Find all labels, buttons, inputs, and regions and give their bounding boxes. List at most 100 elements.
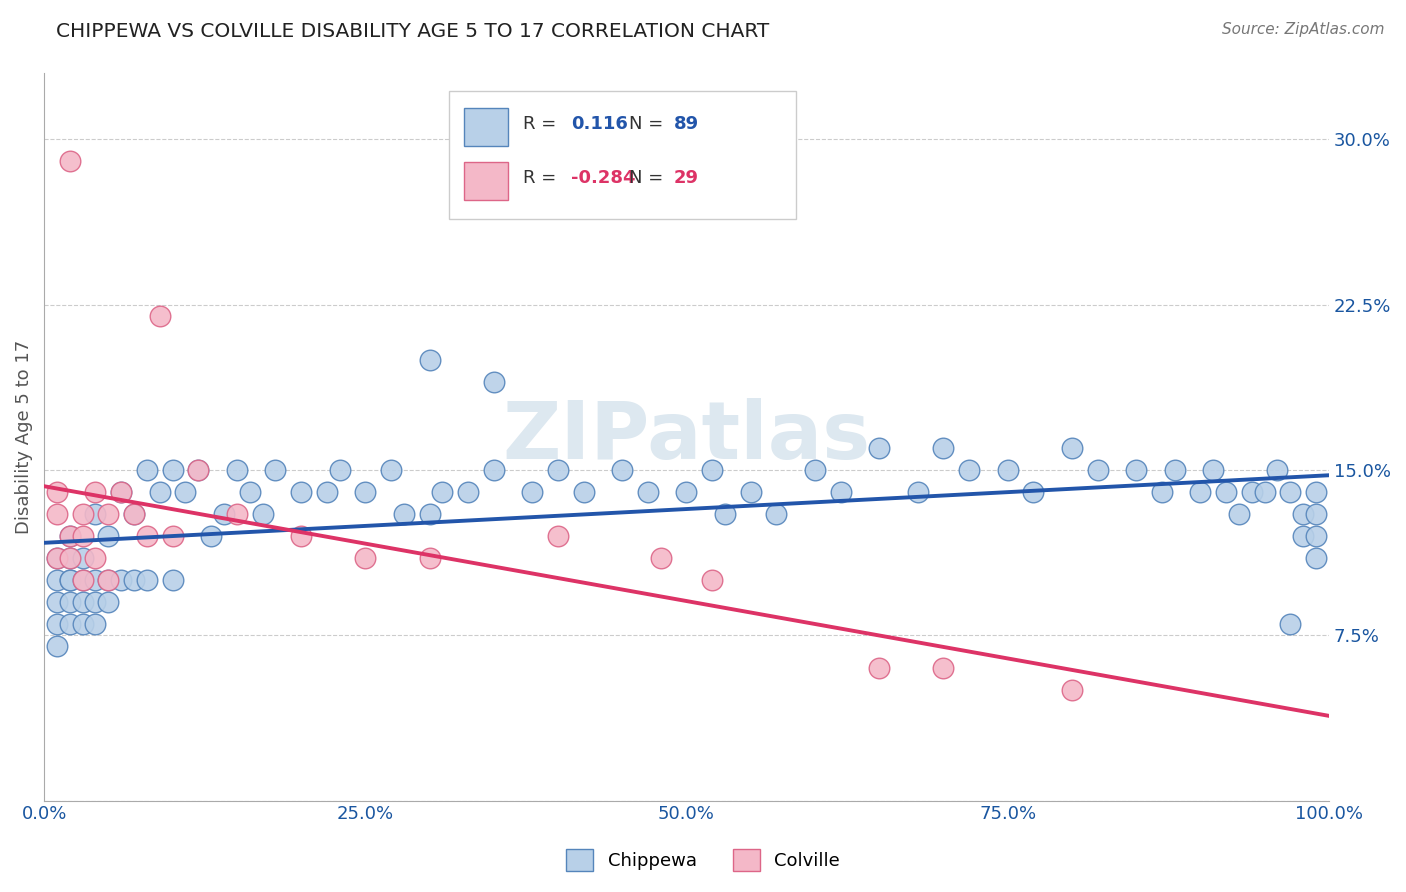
Point: [765, 507, 787, 521]
Point: [72, 573, 94, 587]
Point: [1125, 463, 1147, 477]
Point: [59, 529, 82, 543]
Point: [97, 529, 120, 543]
Point: [418, 507, 440, 521]
Point: [84, 551, 107, 566]
Point: [290, 529, 312, 543]
Point: [187, 463, 209, 477]
Point: [482, 375, 505, 389]
Point: [162, 529, 184, 543]
Point: [110, 484, 132, 499]
Point: [59, 573, 82, 587]
Point: [547, 463, 569, 477]
Point: [97, 595, 120, 609]
Point: [354, 484, 377, 499]
Point: [162, 463, 184, 477]
Point: [675, 484, 697, 499]
Text: -0.284: -0.284: [571, 169, 636, 187]
Point: [84, 595, 107, 609]
Point: [122, 507, 145, 521]
Point: [997, 463, 1019, 477]
Point: [1253, 484, 1275, 499]
Point: [84, 617, 107, 632]
Point: [418, 352, 440, 367]
Point: [84, 484, 107, 499]
Point: [97, 507, 120, 521]
FancyBboxPatch shape: [464, 162, 508, 201]
Text: R =: R =: [523, 169, 562, 187]
Point: [72, 617, 94, 632]
Point: [1292, 507, 1315, 521]
Point: [932, 441, 955, 455]
Point: [714, 507, 737, 521]
Text: R =: R =: [523, 115, 562, 133]
Point: [59, 573, 82, 587]
Point: [149, 484, 172, 499]
Point: [932, 661, 955, 675]
Point: [907, 484, 929, 499]
Point: [572, 484, 595, 499]
Point: [84, 573, 107, 587]
Point: [804, 463, 827, 477]
Text: 0.116: 0.116: [571, 115, 627, 133]
Point: [264, 463, 287, 477]
Point: [149, 309, 172, 323]
Point: [135, 529, 157, 543]
Point: [46, 595, 69, 609]
Point: [740, 484, 762, 499]
Point: [380, 463, 402, 477]
Text: CHIPPEWA VS COLVILLE DISABILITY AGE 5 TO 17 CORRELATION CHART: CHIPPEWA VS COLVILLE DISABILITY AGE 5 TO…: [56, 22, 769, 41]
Point: [239, 484, 262, 499]
Point: [72, 551, 94, 566]
Point: [1292, 529, 1315, 543]
Point: [1305, 484, 1327, 499]
Text: N =: N =: [628, 115, 669, 133]
Point: [1240, 484, 1263, 499]
Point: [46, 617, 69, 632]
Point: [72, 595, 94, 609]
Point: [72, 529, 94, 543]
Point: [46, 507, 69, 521]
Point: [418, 551, 440, 566]
Point: [612, 463, 634, 477]
Point: [957, 463, 980, 477]
Point: [46, 640, 69, 654]
Point: [329, 463, 352, 477]
Point: [1189, 484, 1212, 499]
Point: [1305, 551, 1327, 566]
Point: [212, 507, 235, 521]
Point: [700, 573, 723, 587]
Point: [1202, 463, 1225, 477]
Point: [1163, 463, 1185, 477]
Y-axis label: Disability Age 5 to 17: Disability Age 5 to 17: [15, 340, 32, 534]
Point: [225, 507, 247, 521]
Point: [59, 551, 82, 566]
Point: [868, 661, 890, 675]
Point: [354, 551, 377, 566]
Point: [200, 529, 222, 543]
Point: [1305, 507, 1327, 521]
Point: [522, 484, 544, 499]
Point: [1227, 507, 1250, 521]
Point: [59, 529, 82, 543]
Point: [122, 507, 145, 521]
Text: 89: 89: [673, 115, 699, 133]
Point: [482, 463, 505, 477]
Point: [162, 573, 184, 587]
Point: [110, 573, 132, 587]
Point: [135, 573, 157, 587]
Point: [187, 463, 209, 477]
Point: [1267, 463, 1289, 477]
Point: [46, 551, 69, 566]
Point: [46, 573, 69, 587]
Point: [290, 484, 312, 499]
Point: [1060, 441, 1083, 455]
Legend: Chippewa, Colville: Chippewa, Colville: [558, 842, 848, 879]
Point: [650, 551, 672, 566]
Point: [868, 441, 890, 455]
Point: [1215, 484, 1237, 499]
Point: [97, 573, 120, 587]
Point: [252, 507, 274, 521]
Point: [432, 484, 454, 499]
Point: [135, 463, 157, 477]
